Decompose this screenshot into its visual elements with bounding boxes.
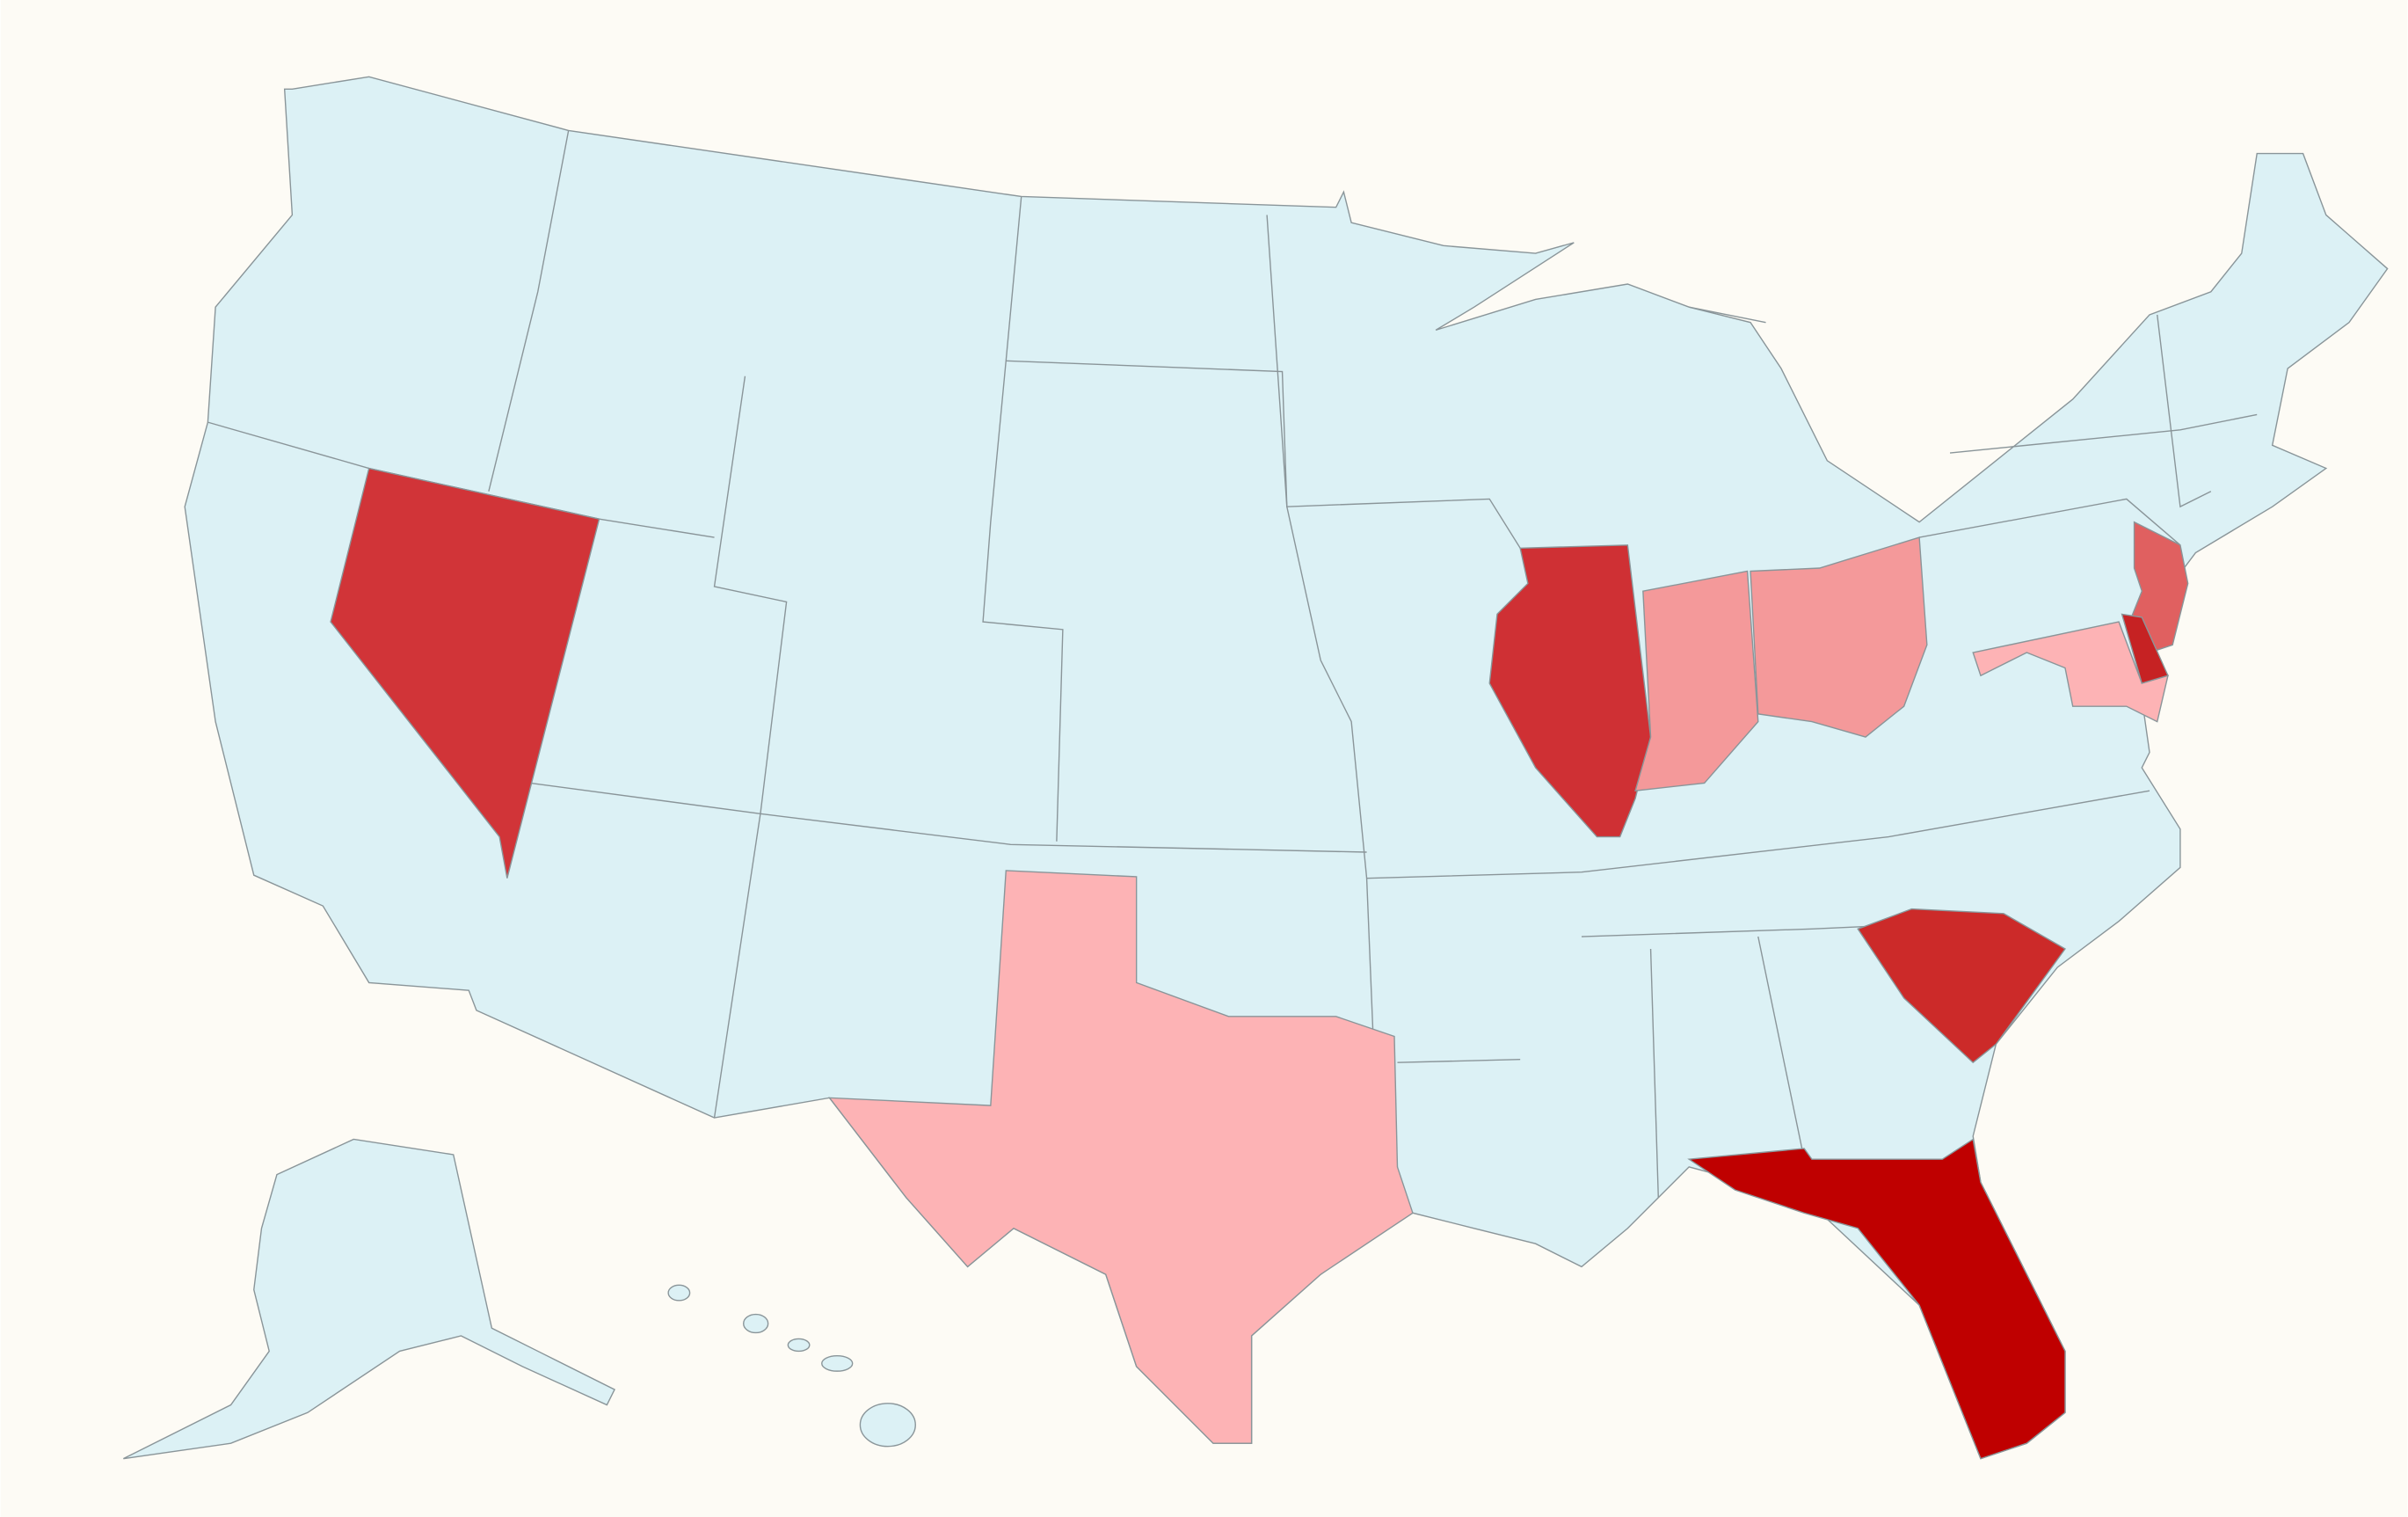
- state: [1750, 536, 1928, 738]
- hawaii: [743, 1313, 769, 1334]
- border: [1649, 948, 1659, 1198]
- state: [1634, 570, 1759, 791]
- hawaii: [667, 1284, 691, 1302]
- hawaii: [787, 1338, 811, 1353]
- highlighted-states: [330, 467, 2189, 1460]
- border: [982, 196, 1064, 842]
- border: [1949, 413, 2258, 454]
- border: [713, 376, 788, 814]
- border: [1757, 936, 1805, 1160]
- state: [828, 870, 1414, 1444]
- state: [1687, 1138, 2066, 1460]
- border: [1689, 306, 1766, 324]
- border: [488, 130, 570, 492]
- state: [1972, 621, 2169, 723]
- state-borders: [207, 130, 2258, 1198]
- border: [2157, 314, 2212, 508]
- border: [1366, 790, 2150, 879]
- border: [529, 782, 1367, 853]
- border: [713, 813, 761, 1119]
- state: [330, 467, 600, 879]
- hawaii: [821, 1354, 854, 1372]
- state: [2121, 613, 2169, 684]
- border: [1397, 1059, 1521, 1063]
- alaska: [123, 1138, 615, 1460]
- border: [1918, 498, 2181, 546]
- state: [1488, 544, 1652, 838]
- state: [1857, 908, 2067, 1064]
- hawaii: [859, 1403, 916, 1448]
